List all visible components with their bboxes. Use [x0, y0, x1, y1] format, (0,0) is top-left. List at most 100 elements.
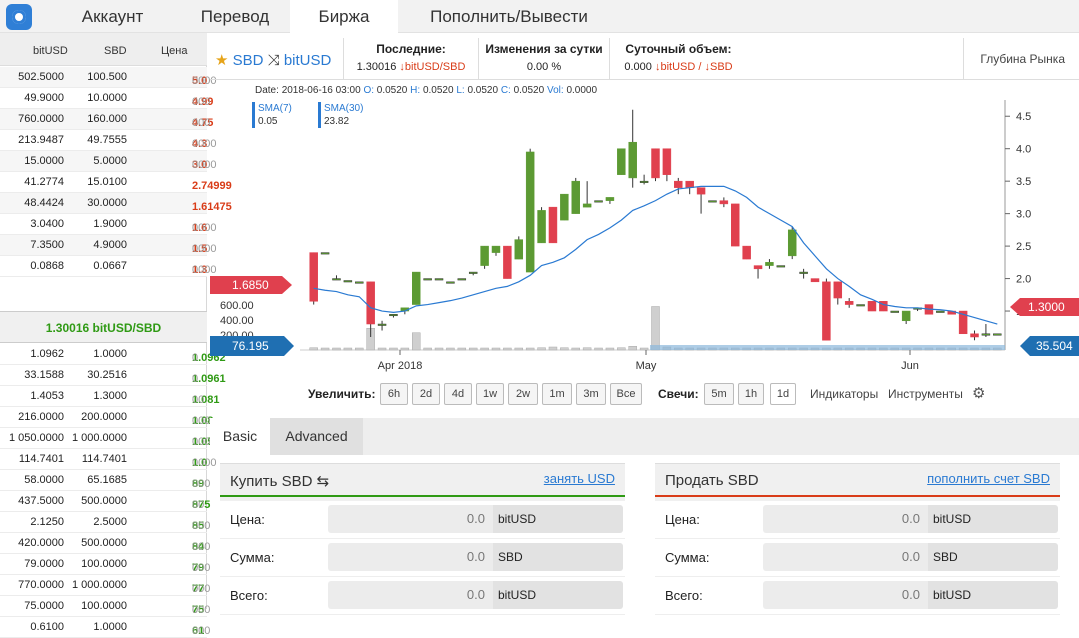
bid-row[interactable]: 216.0000 200.0000 1.08 000 [0, 407, 213, 428]
zoom-3m-button[interactable]: 3m [576, 383, 606, 405]
tab-advanced[interactable]: Advanced [270, 418, 363, 455]
bid-row[interactable]: 75.0000 100.0000 0. 75 000 [0, 596, 210, 617]
ticker-volume: Суточный объем: 0.000 ↓bitUSD / ↓SBD [609, 38, 747, 80]
buy-amount-input[interactable]: 0.0 [328, 543, 493, 571]
ask-row[interactable]: 502.5000 100.500 5.0 0000 [0, 67, 216, 88]
sell-total-row: Всего: 0.0 bitUSD [655, 577, 1060, 615]
bid-row[interactable]: 79.0000 100.0000 0. 79 000 [0, 554, 210, 575]
row-amount-bitusd: 0.6100 [30, 621, 64, 633]
volume-bar [525, 347, 535, 351]
swap-icon[interactable]: ⇆ [316, 473, 330, 490]
sma7-legend[interactable]: SMA(7) 0.05 [252, 102, 292, 128]
chart-controls: Увеличить: 6h 2d 4d 1w 2w 1m 3m Все Свеч… [210, 382, 1079, 406]
candle-body [662, 148, 672, 175]
zoom-1m-button[interactable]: 1m [542, 383, 572, 405]
zoom-2d-button[interactable]: 2d [412, 383, 440, 405]
tab-basic[interactable]: Basic [210, 418, 270, 455]
ask-row[interactable]: 41.2774 15.0100 2.74999 [0, 172, 232, 193]
volume-bar [377, 347, 387, 351]
volume-bar [355, 347, 364, 351]
zoom-all-button[interactable]: Все [610, 383, 642, 405]
volume-bar [343, 347, 353, 351]
ask-row[interactable]: 213.9487 49.7555 4.3 0000 [0, 130, 216, 151]
buy-total-input[interactable]: 0.0 [328, 581, 493, 609]
volume-bar [446, 347, 455, 351]
ask-row[interactable]: 760.0000 160.000 4.75 000 [0, 109, 213, 130]
zoom-1w-button[interactable]: 1w [476, 383, 504, 405]
gear-icon[interactable]: ⚙ [972, 385, 986, 402]
bid-row[interactable]: 1.0962 1.0000 1.0962 0 [0, 344, 226, 365]
price-chart-svg[interactable]: 4.54.03.53.02.52.01.5800.00600.00400.002… [210, 82, 1079, 382]
candle-body [434, 278, 444, 281]
favorite-star-icon[interactable]: ★ [215, 52, 229, 69]
row-amount-bitusd: 1.0962 [30, 348, 64, 360]
sell-price-row: Цена: 0.0 bitUSD [655, 501, 1060, 539]
candle-body [890, 310, 900, 313]
bid-row[interactable]: 770.0000 1 000.0000 0. 77 000 [0, 575, 210, 596]
nav-tab-exchange[interactable]: Биржа [290, 0, 398, 33]
deposit-sbd-link[interactable]: пополнить счет SBD [927, 471, 1050, 486]
row-amount-sbd: 500.0000 [81, 537, 127, 549]
ask-row[interactable]: 3.0400 1.9000 1.6 0000 [0, 214, 216, 235]
sell-price-input[interactable]: 0.0 [763, 505, 928, 533]
market-depth-link[interactable]: Глубина Рынка [980, 52, 1065, 66]
row-amount-sbd: 100.0000 [81, 600, 127, 612]
bid-row[interactable]: 2.1250 2.5000 0. 85 000 [0, 512, 210, 533]
candle-1h-button[interactable]: 1h [738, 383, 764, 405]
ask-row[interactable]: 0.0868 0.0667 1.3 0000 [0, 256, 216, 277]
zoom-4d-button[interactable]: 4d [444, 383, 472, 405]
sell-price-unit: bitUSD [928, 505, 1058, 533]
nav-tab-transfer[interactable]: Перевод [200, 7, 270, 26]
swap-pair-icon[interactable]: ⤨ [267, 52, 280, 69]
row-amount-sbd: 5.0000 [93, 155, 127, 167]
price-chart[interactable]: 4.54.03.53.02.52.01.5800.00600.00400.002… [210, 82, 1079, 412]
ask-row[interactable]: 49.9000 10.0000 4.99 000 [0, 88, 213, 109]
zoom-2w-button[interactable]: 2w [508, 383, 538, 405]
row-amount-sbd: 100.500 [87, 71, 127, 83]
candle-body [810, 278, 820, 283]
candle-5m-button[interactable]: 5m [704, 383, 734, 405]
market-pair[interactable]: ★ SBD ⤨ bitUSD [215, 51, 331, 69]
sell-amount-input[interactable]: 0.0 [763, 543, 928, 571]
bid-row[interactable]: 1.4053 1.3000 1.081 00 [0, 386, 220, 407]
candle-body [332, 278, 341, 281]
bid-row[interactable]: 33.1588 30.2516 1.0961 0 [0, 365, 226, 386]
candle-1d-button[interactable]: 1d [770, 383, 796, 405]
tools-button[interactable]: Инструменты [888, 387, 963, 401]
volume-bar [594, 347, 603, 351]
bid-row[interactable]: 437.5000 500.0000 0. 875 00 [0, 491, 210, 512]
app-logo[interactable] [6, 4, 32, 30]
candle-body [742, 245, 751, 260]
zoom-6h-button[interactable]: 6h [380, 383, 408, 405]
nav-tab-account[interactable]: Аккаунт [81, 7, 144, 26]
bid-row[interactable]: 58.0000 65.1685 0. 89 000 [0, 470, 210, 491]
bid-row[interactable]: 420.0000 500.0000 0. 84 000 [0, 533, 210, 554]
candle-body [628, 141, 637, 179]
candle-body [582, 203, 592, 208]
col-header-bitusd: bitUSD [33, 45, 68, 57]
row-amount-sbd: 114.7401 [81, 453, 127, 465]
borrow-usd-link[interactable]: занять USD [543, 471, 615, 486]
ask-row[interactable]: 48.4424 30.0000 1.61475 [0, 193, 232, 214]
row-amount-bitusd: 7.3500 [30, 239, 64, 251]
indicators-button[interactable]: Индикаторы [810, 387, 879, 401]
ask-row[interactable]: 7.3500 4.9000 1.5 0000 [0, 235, 216, 256]
nav-tab-deposit-withdraw[interactable]: Пополнить/Вывести [430, 7, 588, 26]
candle-body [571, 180, 580, 214]
pair-base: SBD [232, 52, 264, 69]
candle-body [320, 252, 330, 255]
row-amount-bitusd: 502.5000 [18, 71, 64, 83]
volume-bar [639, 347, 649, 351]
buy-price-input[interactable]: 0.0 [328, 505, 493, 533]
bid-row[interactable]: 1 050.0000 1 000.0000 1.05 000 [0, 428, 213, 449]
left-volume-marker-shape [210, 336, 294, 356]
row-amount-sbd: 1.3000 [93, 390, 127, 402]
sell-total-unit: bitUSD [928, 581, 1058, 609]
bid-row[interactable]: 0.6100 1.0000 0. 61 000 [0, 617, 210, 638]
sma30-legend[interactable]: SMA(30) 23.82 [318, 102, 363, 128]
market-depth[interactable]: Глубина Рынка [963, 38, 1079, 80]
candle-body [309, 252, 318, 302]
ask-row[interactable]: 15.0000 5.0000 3.0 0000 [0, 151, 216, 172]
sell-total-input[interactable]: 0.0 [763, 581, 928, 609]
bid-row[interactable]: 114.7401 114.7401 1.0 0000 [0, 449, 216, 470]
